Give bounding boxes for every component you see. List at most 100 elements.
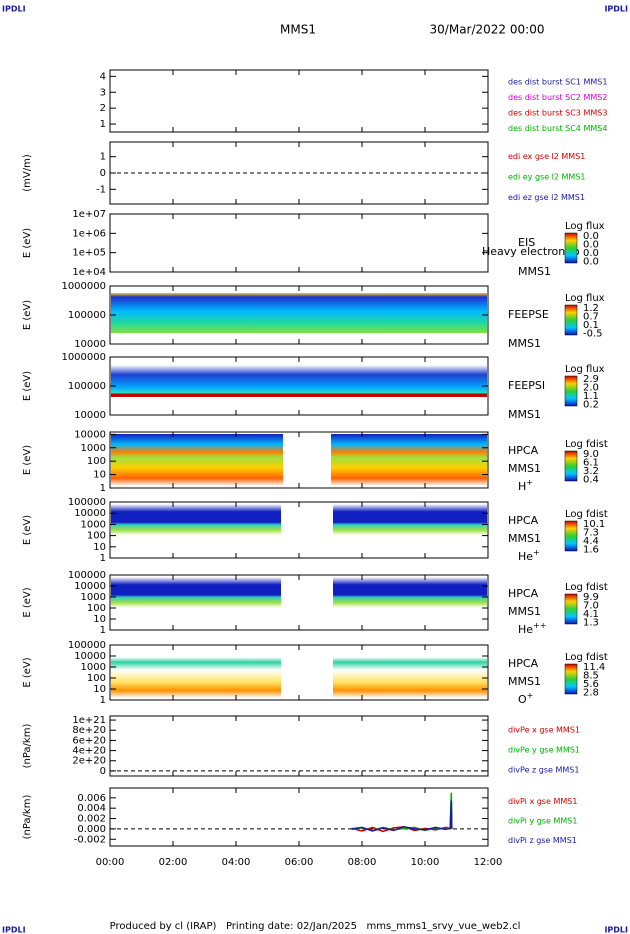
species-label: He+ [518,548,540,564]
y-tick-label: 1 [100,483,106,494]
line-series [351,800,453,832]
y-axis-label: E (eV) [22,587,33,617]
spectrogram [111,434,283,486]
panel-label: MMS1 [508,408,541,421]
colorbar-tick-label: 7.0 [583,601,599,612]
colorbar [564,375,578,407]
colorbar-tick-label: 11.4 [583,662,605,673]
y-tick-label: 1 [100,625,106,636]
species-sup: ++ [533,621,546,630]
y-tick-label: 100 [87,603,106,614]
panel-label: EIS [518,236,535,249]
colorbar [564,304,578,336]
x-tick-label: 04:00 [222,857,251,868]
panel-label: FEEPSI [508,379,545,392]
legend-entry: des dist burst SC2 MMS2 [508,93,607,102]
legend-entry: divPi y gse MMS1 [508,817,577,826]
corner-tag: IPDLI [604,5,628,14]
y-tick-label: 1e+05 [72,248,106,259]
species-base: He [518,550,533,563]
legend-entry: divPe x gse MMS1 [508,726,580,735]
y-tick-label: 10 [93,542,106,553]
y-tick-label: 100000 [68,310,106,321]
y-tick-label: 100 [87,673,106,684]
panel-label: MMS1 [508,605,541,618]
title: MMS1 [280,23,316,37]
legend-entry: divPe y gse MMS1 [508,746,580,755]
y-tick-label: 0 [100,766,106,777]
species-sup: + [527,691,534,700]
colorbar-tick-label: 0.0 [583,248,599,259]
species-base: H [518,480,526,493]
colorbar-tick-label: 4.1 [583,609,599,620]
y-tick-label: 1000 [81,662,106,673]
y-tick-label: 8e+20 [72,725,106,736]
x-tick-label: 02:00 [159,857,188,868]
panel-label: HPCA [508,657,539,670]
legend-entry: edi ez gse l2 MMS1 [508,193,585,202]
line-series [351,792,453,832]
panel-frame [109,69,489,133]
x-tick-label: 12:00 [474,857,503,868]
y-tick-label: 0.002 [77,814,106,825]
legend-entry: divPi x gse MMS1 [508,797,577,806]
y-tick-label: 1 [100,553,106,564]
y-axis-label: (mV/m) [22,154,33,192]
y-axis-label: E (eV) [22,371,33,401]
colorbar-tick-label: 1.3 [583,618,599,629]
spectrogram [111,365,487,397]
panel-label: MMS1 [508,462,541,475]
panel-label: MMS1 [508,337,541,350]
panel-label: MMS1 [508,675,541,688]
colorbar [564,232,578,264]
colorbar-tick-label: 0.2 [583,400,599,411]
legend-entry: des dist burst SC4 MMS4 [508,124,607,133]
footer: Produced by cl (IRAP) Printing date: 02/… [110,921,521,932]
colorbar-title: Log flux [565,364,605,375]
y-tick-label: 0.000 [77,824,106,835]
colorbar-tick-label: 5.6 [583,679,599,690]
colorbar-tick-label: 0.7 [583,312,599,323]
panel-frame [109,213,489,273]
colorbar [564,663,578,695]
spectrogram [111,293,487,333]
colorbar-title: Log fdist [565,439,608,450]
spectrogram [111,647,281,698]
spectrogram [331,434,487,486]
y-axis-label: E (eV) [22,515,33,545]
y-tick-label: 10000 [74,651,106,662]
colorbar-title: Log flux [565,221,605,232]
y-tick-label: 1e+21 [72,715,106,726]
y-tick-label: 1e+06 [72,228,106,239]
legend-entry: divPi z gse MMS1 [508,836,577,845]
species-base: He [518,623,533,636]
panel-frame [109,715,489,777]
spectrogram [333,504,487,556]
panel-label: HPCA [508,444,539,457]
x-tick-label: 10:00 [411,857,440,868]
y-tick-label: 10000 [74,339,106,350]
species-label: H+ [518,478,533,494]
colorbar-tick-label: 2.8 [583,688,599,699]
y-tick-label: 1 [100,119,106,130]
spectrogram [111,504,281,556]
y-tick-label: 1000000 [61,352,106,363]
panel-label: MMS1 [518,265,551,278]
y-tick-label: 100000 [68,640,106,651]
y-axis-label: E (eV) [22,445,33,475]
x-tick-label: 06:00 [285,857,314,868]
colorbar-tick-label: 0.0 [583,240,599,251]
y-tick-label: 10 [93,470,106,481]
colorbar-tick-label: 9.9 [583,592,599,603]
colorbar-tick-label: 6.1 [583,458,599,469]
x-tick-label: 00:00 [96,857,125,868]
y-tick-label: 100000 [68,570,106,581]
colorbar-title: Log fdist [565,509,608,520]
legend-entry: des dist burst SC3 MMS3 [508,108,607,117]
y-tick-label: 0.006 [77,793,106,804]
y-tick-label: 1000000 [61,281,106,292]
colorbar-title: Log flux [565,293,605,304]
y-tick-label: 100 [87,456,106,467]
colorbar-tick-label: -0.5 [583,329,603,340]
y-tick-label: 6e+20 [72,735,106,746]
